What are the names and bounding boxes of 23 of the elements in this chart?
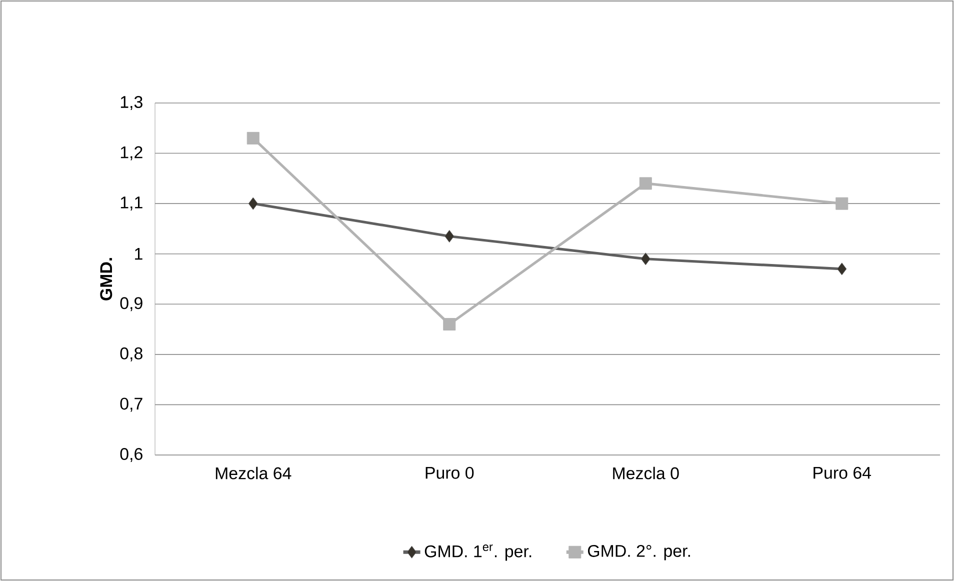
y-tick-label: 0,6 (120, 448, 142, 462)
x-tick-label: Puro 0 (426, 466, 474, 479)
point (444, 230, 454, 242)
x-tick-label: Mezcla 0 (613, 466, 679, 480)
y-axis-title: GMD. (100, 258, 112, 300)
legend-label: GMD. 1$^{er}$. per. (424, 544, 532, 561)
x-tick-label: Puro 64 (814, 466, 872, 479)
y-tick-label: 0,9 (120, 297, 142, 312)
x-tick-label: Mezcla 64 (216, 466, 292, 480)
y-tick-label: 1 (135, 248, 142, 260)
point (640, 252, 650, 266)
point (836, 197, 848, 210)
point (246, 132, 260, 144)
point (639, 177, 652, 190)
y-tick-label: 0,8 (120, 347, 142, 362)
y-tick-label: 1,3 (120, 96, 142, 110)
y-tick-label: 1,1 (120, 196, 142, 210)
y-tick-label: 0,7 (120, 398, 142, 412)
point (443, 318, 456, 330)
point (837, 262, 847, 276)
legend-label: GMD. 2°. per. (588, 544, 690, 560)
y-tick-label: 1,2 (120, 146, 142, 160)
point (248, 197, 258, 210)
